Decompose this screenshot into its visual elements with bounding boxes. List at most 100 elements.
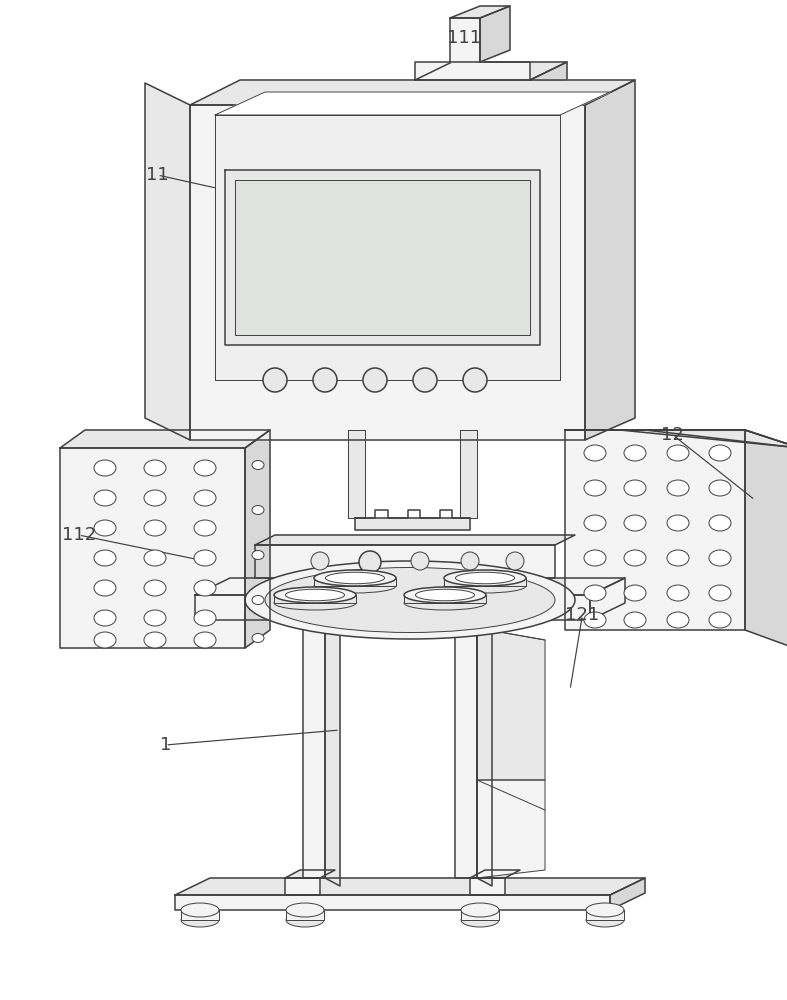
Ellipse shape <box>245 561 575 639</box>
Ellipse shape <box>709 585 731 601</box>
Polygon shape <box>415 62 567 80</box>
Text: 112: 112 <box>61 526 96 544</box>
Polygon shape <box>175 878 645 895</box>
Polygon shape <box>480 6 510 62</box>
Polygon shape <box>190 105 585 440</box>
Polygon shape <box>181 910 219 920</box>
Ellipse shape <box>667 612 689 628</box>
Ellipse shape <box>194 632 216 648</box>
Ellipse shape <box>667 445 689 461</box>
Ellipse shape <box>709 515 731 531</box>
Polygon shape <box>60 448 245 648</box>
Ellipse shape <box>314 579 396 593</box>
Polygon shape <box>530 62 567 80</box>
Ellipse shape <box>286 913 324 927</box>
Ellipse shape <box>404 596 486 610</box>
Ellipse shape <box>144 610 166 626</box>
Ellipse shape <box>252 460 264 470</box>
Ellipse shape <box>586 903 624 917</box>
Ellipse shape <box>252 550 264 560</box>
Ellipse shape <box>667 550 689 566</box>
Ellipse shape <box>274 596 356 610</box>
Ellipse shape <box>444 579 526 593</box>
Polygon shape <box>470 870 520 878</box>
Ellipse shape <box>444 570 526 586</box>
Ellipse shape <box>94 610 116 626</box>
Ellipse shape <box>624 585 646 601</box>
Circle shape <box>413 368 437 392</box>
Circle shape <box>263 368 287 392</box>
Polygon shape <box>745 430 787 650</box>
Ellipse shape <box>181 913 219 927</box>
Ellipse shape <box>584 612 606 628</box>
Polygon shape <box>415 62 530 80</box>
Ellipse shape <box>144 490 166 506</box>
Ellipse shape <box>274 587 356 603</box>
Ellipse shape <box>709 612 731 628</box>
Polygon shape <box>60 430 270 448</box>
Circle shape <box>463 368 487 392</box>
Polygon shape <box>355 518 470 530</box>
Circle shape <box>361 552 379 570</box>
Polygon shape <box>460 430 477 518</box>
Ellipse shape <box>286 589 345 601</box>
Polygon shape <box>215 115 560 380</box>
Polygon shape <box>477 628 545 780</box>
Ellipse shape <box>94 460 116 476</box>
Ellipse shape <box>265 568 555 633</box>
Ellipse shape <box>144 520 166 536</box>
Ellipse shape <box>461 903 499 917</box>
Ellipse shape <box>584 480 606 496</box>
Ellipse shape <box>416 589 475 601</box>
Ellipse shape <box>456 572 515 584</box>
Ellipse shape <box>181 903 219 917</box>
Polygon shape <box>450 18 480 62</box>
Ellipse shape <box>194 460 216 476</box>
Ellipse shape <box>252 506 264 514</box>
Circle shape <box>363 368 387 392</box>
Ellipse shape <box>94 550 116 566</box>
Polygon shape <box>303 620 325 878</box>
Polygon shape <box>348 430 365 518</box>
Circle shape <box>359 551 381 573</box>
Ellipse shape <box>144 550 166 566</box>
Polygon shape <box>145 83 190 440</box>
Ellipse shape <box>584 585 606 601</box>
Text: 1: 1 <box>160 736 171 754</box>
Ellipse shape <box>94 490 116 506</box>
Circle shape <box>411 552 429 570</box>
Polygon shape <box>565 430 787 448</box>
Ellipse shape <box>194 490 216 506</box>
Circle shape <box>461 552 479 570</box>
Ellipse shape <box>144 632 166 648</box>
Polygon shape <box>235 180 530 335</box>
Ellipse shape <box>667 515 689 531</box>
Ellipse shape <box>94 632 116 648</box>
Polygon shape <box>586 910 624 920</box>
Ellipse shape <box>314 570 396 586</box>
Polygon shape <box>455 620 477 878</box>
Polygon shape <box>470 878 505 895</box>
Polygon shape <box>245 430 270 648</box>
Polygon shape <box>255 545 555 578</box>
Ellipse shape <box>326 572 385 584</box>
Ellipse shape <box>194 550 216 566</box>
Ellipse shape <box>194 520 216 536</box>
Polygon shape <box>190 80 635 105</box>
Polygon shape <box>285 878 320 895</box>
Ellipse shape <box>709 550 731 566</box>
Ellipse shape <box>624 480 646 496</box>
Polygon shape <box>325 620 340 886</box>
Polygon shape <box>285 870 335 878</box>
Ellipse shape <box>584 515 606 531</box>
Polygon shape <box>444 578 526 586</box>
Ellipse shape <box>624 445 646 461</box>
Ellipse shape <box>461 913 499 927</box>
Polygon shape <box>404 595 486 603</box>
Polygon shape <box>225 170 540 345</box>
Ellipse shape <box>709 445 731 461</box>
Ellipse shape <box>584 550 606 566</box>
Text: 121: 121 <box>565 606 600 624</box>
Polygon shape <box>477 620 492 886</box>
Polygon shape <box>565 430 787 448</box>
